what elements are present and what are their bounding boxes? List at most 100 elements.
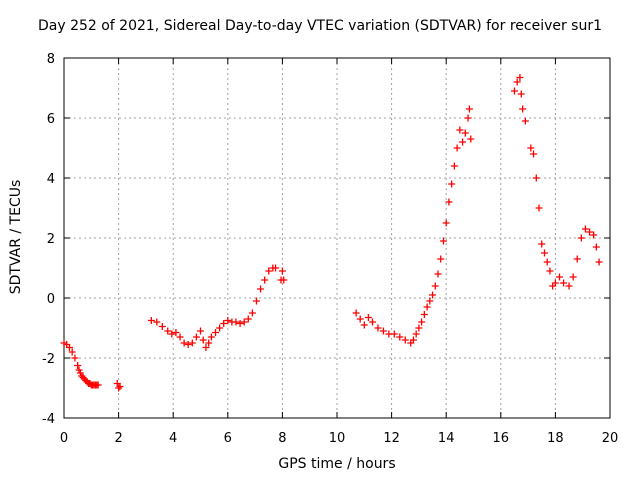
data-point: [252, 297, 260, 305]
data-point: [581, 225, 589, 233]
y-tick-label: 4: [47, 172, 55, 187]
data-point: [390, 330, 398, 338]
data-point: [71, 354, 79, 362]
data-point: [116, 383, 124, 390]
data-point: [586, 228, 594, 236]
data-point: [220, 320, 228, 327]
y-tick-label: -2: [42, 352, 55, 367]
x-tick-label: 16: [493, 431, 510, 446]
data-point: [374, 324, 382, 332]
x-tick-label: 0: [60, 431, 68, 446]
data-point: [453, 144, 461, 152]
data-point: [396, 333, 404, 341]
data-point: [280, 276, 288, 284]
data-point: [467, 135, 475, 143]
data-point: [272, 264, 280, 272]
data-point: [521, 117, 529, 125]
data-point: [420, 311, 428, 318]
data-point: [147, 317, 155, 324]
data-point: [205, 339, 213, 347]
data-point: [423, 303, 431, 311]
data-point: [207, 333, 215, 341]
y-tick-label: 6: [47, 112, 55, 127]
data-point: [426, 297, 434, 305]
data-point: [232, 318, 240, 326]
data-point: [248, 309, 256, 317]
data-point: [532, 174, 540, 182]
data-point: [68, 348, 76, 356]
data-point: [573, 255, 581, 263]
data-point: [464, 114, 472, 122]
data-point: [168, 330, 176, 338]
data-point: [197, 327, 204, 335]
x-tick-label: 8: [278, 431, 286, 446]
chart-title: Day 252 of 2021, Sidereal Day-to-day VTE…: [37, 18, 603, 34]
data-point: [569, 273, 577, 281]
data-point: [188, 339, 196, 347]
data-point: [199, 336, 207, 344]
data-point: [115, 384, 123, 392]
x-tick-label: 4: [169, 431, 177, 446]
x-tick-label: 14: [438, 431, 455, 446]
data-point: [465, 105, 473, 113]
data-point: [75, 366, 83, 374]
data-point: [439, 237, 447, 245]
data-point: [94, 381, 102, 389]
data-point: [212, 329, 220, 336]
data-point: [278, 267, 286, 275]
data-point: [442, 219, 450, 227]
x-tick-label: 20: [602, 431, 619, 446]
data-point: [202, 344, 210, 351]
data-point: [244, 315, 252, 323]
data-point: [409, 336, 417, 344]
y-axis-label: SDTVAR / TECUs: [8, 179, 24, 295]
x-axis-label: GPS time / hours: [278, 456, 396, 472]
data-point: [240, 318, 248, 326]
data-point: [265, 267, 273, 275]
data-point: [461, 129, 469, 137]
data-point: [180, 339, 188, 347]
data-point: [459, 138, 467, 146]
x-tick-label: 2: [114, 431, 122, 446]
data-point: [592, 243, 600, 251]
data-point: [172, 329, 180, 336]
data-point: [257, 285, 265, 293]
data-point: [577, 234, 585, 242]
data-point: [516, 74, 524, 81]
data-point: [192, 333, 200, 341]
data-point: [535, 204, 543, 212]
data-point: [364, 314, 372, 321]
data-point: [551, 279, 559, 287]
data-point: [510, 87, 518, 95]
data-point: [164, 327, 172, 335]
data-point: [543, 258, 551, 266]
data-point: [437, 255, 445, 263]
data-point: [224, 317, 232, 324]
data-point: [352, 309, 360, 317]
data-point: [379, 327, 387, 335]
data-point: [431, 282, 439, 290]
data-point: [527, 144, 535, 152]
data-point: [540, 249, 548, 257]
data-point: [176, 333, 184, 341]
data-point: [434, 270, 442, 278]
data-point: [153, 318, 161, 326]
data-point: [261, 276, 269, 284]
data-point: [519, 105, 527, 113]
data-point: [401, 336, 409, 344]
data-point: [590, 231, 598, 239]
data-point: [560, 279, 568, 287]
y-tick-label: -4: [42, 412, 55, 427]
data-point: [595, 258, 603, 266]
data-point: [530, 150, 538, 158]
data-point: [565, 282, 573, 290]
data-point: [76, 369, 84, 377]
data-point: [456, 126, 464, 134]
x-tick-label: 6: [224, 431, 232, 446]
y-tick-label: 8: [47, 52, 55, 67]
data-point: [546, 267, 554, 275]
data-point: [412, 330, 420, 338]
data-point: [517, 90, 525, 98]
data-point: [184, 341, 192, 348]
